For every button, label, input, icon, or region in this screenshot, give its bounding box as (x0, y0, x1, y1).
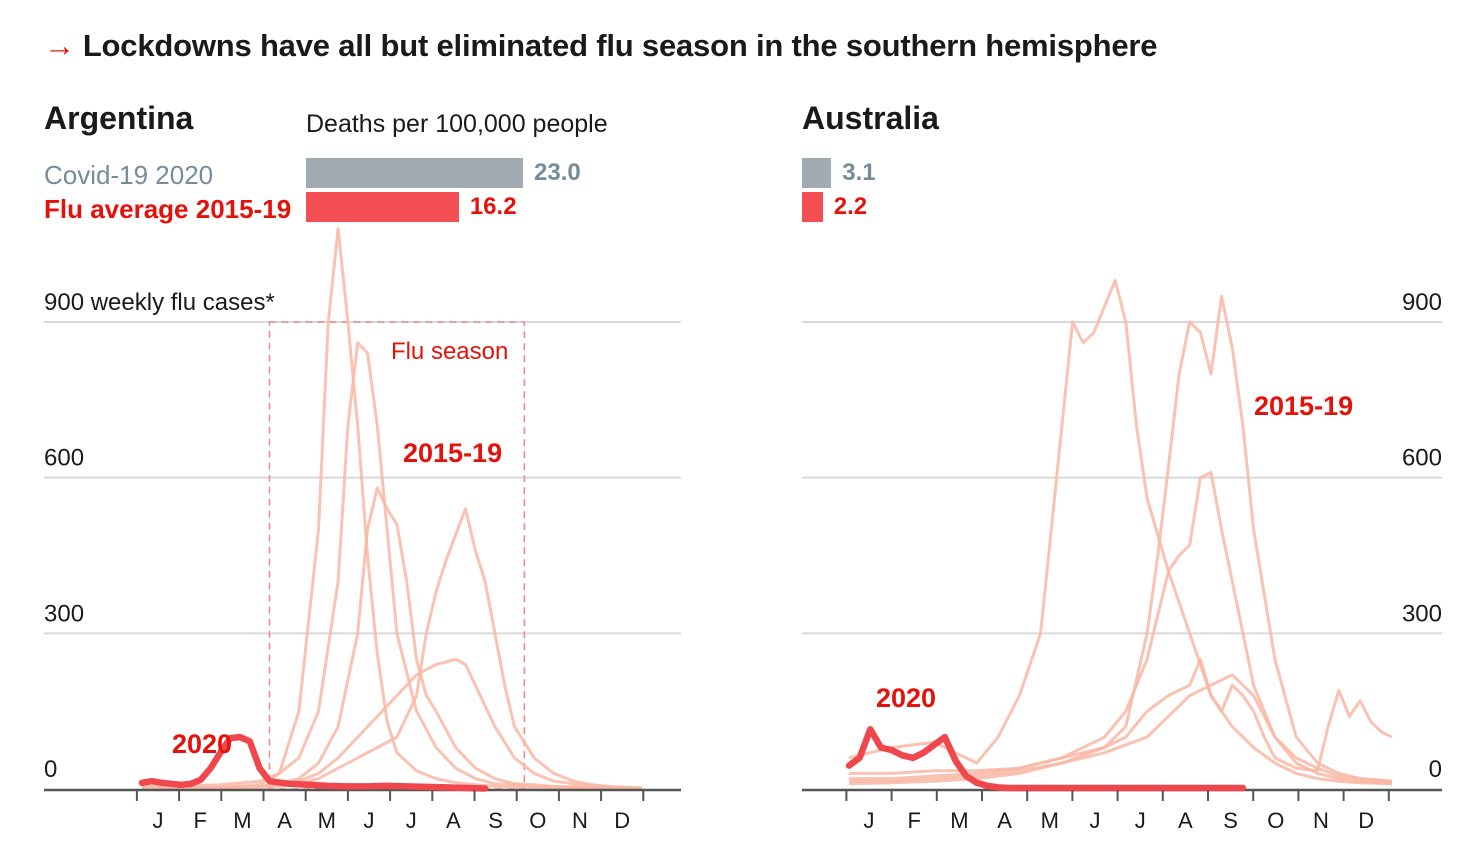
australia-flu-deaths-value: 2.2 (833, 193, 868, 220)
legend-covid-label: Covid-19 2020 (44, 160, 214, 190)
argentina-ytick-label-600: 600 (44, 445, 84, 472)
panel-title-argentina: Argentina (44, 100, 194, 136)
argentina-month-label-5: M (318, 808, 336, 833)
australia-ytick-label-0: 0 (1429, 756, 1442, 783)
australia-ytick-label-900: 900 (1402, 289, 1442, 316)
australia-month-label-4: A (997, 808, 1012, 833)
argentina-ytick-label-0: 0 (44, 756, 57, 783)
argentina-past-year-line-5 (142, 657, 643, 790)
headline: → Lockdowns have all but eliminated flu s… (44, 28, 1157, 64)
australia-label-2015-19: 2015-19 (1254, 391, 1353, 421)
australia-2020-line (845, 726, 1247, 792)
argentina-covid-deaths-bar (306, 158, 523, 188)
argentina-month-label-1: J (153, 808, 164, 833)
australia-label-2020: 2020 (876, 683, 936, 713)
australia-covid-deaths-value: 3.1 (842, 159, 876, 186)
argentina-month-label-3: M (233, 808, 251, 833)
arrow-right-icon: → (44, 28, 75, 63)
australia-chart: 0 300 600 900 2015-19 2020 J F M A M J J A S O N D (802, 279, 1442, 833)
argentina-ytick-label-300: 300 (44, 600, 84, 627)
australia-past-year-line-2 (848, 294, 1393, 786)
argentina-month-label-8: A (446, 808, 461, 833)
legend-flu-label: Flu average 2015-19 (44, 194, 292, 224)
australia-ytick-label-300: 300 (1402, 600, 1442, 627)
australia-past-year-line-5 (849, 673, 1393, 786)
argentina-flu-deaths-bar (306, 192, 459, 222)
australia-month-label-3: M (950, 808, 968, 833)
argentina-month-label-9: S (488, 808, 503, 833)
deaths-units-label: Deaths per 100,000 people (306, 110, 608, 138)
argentina-past-year-line-2 (142, 341, 643, 790)
argentina-month-label-10: O (529, 808, 546, 833)
flu-season-label: Flu season (391, 338, 508, 365)
australia-flu-deaths-bar (802, 192, 823, 222)
panel-title-australia: Australia (802, 100, 939, 136)
argentina-label-2020: 2020 (172, 729, 232, 759)
australia-month-label-11: N (1313, 808, 1329, 833)
australia-month-label-10: O (1267, 808, 1284, 833)
australia-past-year-line-4 (849, 657, 1393, 775)
australia-month-label-5: M (1041, 808, 1059, 833)
australia-ytick-label-600: 600 (1402, 445, 1442, 472)
australia-past-year-line-3 (849, 471, 1393, 783)
australia-month-label-8: A (1178, 808, 1193, 833)
australia-month-label-1: J (864, 808, 875, 833)
argentina-chart: 0 300 600 900 weekly flu cases* Flu season 20… (44, 227, 681, 833)
australia-month-label-7: J (1135, 808, 1146, 833)
argentina-ylabel: 900 weekly flu cases* (44, 289, 275, 316)
australia-covid-deaths-bar (802, 158, 832, 188)
argentina-label-2015-19: 2015-19 (403, 438, 502, 468)
argentina-2020-line (138, 733, 489, 792)
argentina-month-label-7: J (406, 808, 417, 833)
flu-season-box (268, 321, 526, 790)
australia-month-label-2: F (907, 808, 920, 833)
argentina-month-label-4: A (277, 808, 292, 833)
argentina-month-label-12: D (614, 808, 630, 833)
argentina-flu-deaths-value: 16.2 (469, 193, 517, 220)
australia-month-label-12: D (1358, 808, 1374, 833)
argentina-month-label-11: N (572, 808, 588, 833)
argentina-month-label-2: F (193, 808, 206, 833)
australia-month-label-9: S (1223, 808, 1238, 833)
australia-month-label-6: J (1090, 808, 1101, 833)
argentina-month-label-6: J (364, 808, 375, 833)
headline-text: Lockdowns have all but eliminated flu se… (82, 28, 1158, 63)
argentina-covid-deaths-value: 23.0 (534, 159, 581, 186)
